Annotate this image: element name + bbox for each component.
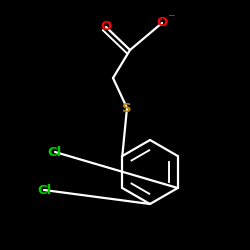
Text: O: O bbox=[156, 16, 168, 30]
Text: Cl: Cl bbox=[37, 184, 51, 196]
Text: O: O bbox=[100, 20, 112, 34]
Text: S: S bbox=[122, 102, 132, 114]
Text: Cl: Cl bbox=[48, 146, 62, 158]
Text: −: − bbox=[167, 12, 175, 20]
